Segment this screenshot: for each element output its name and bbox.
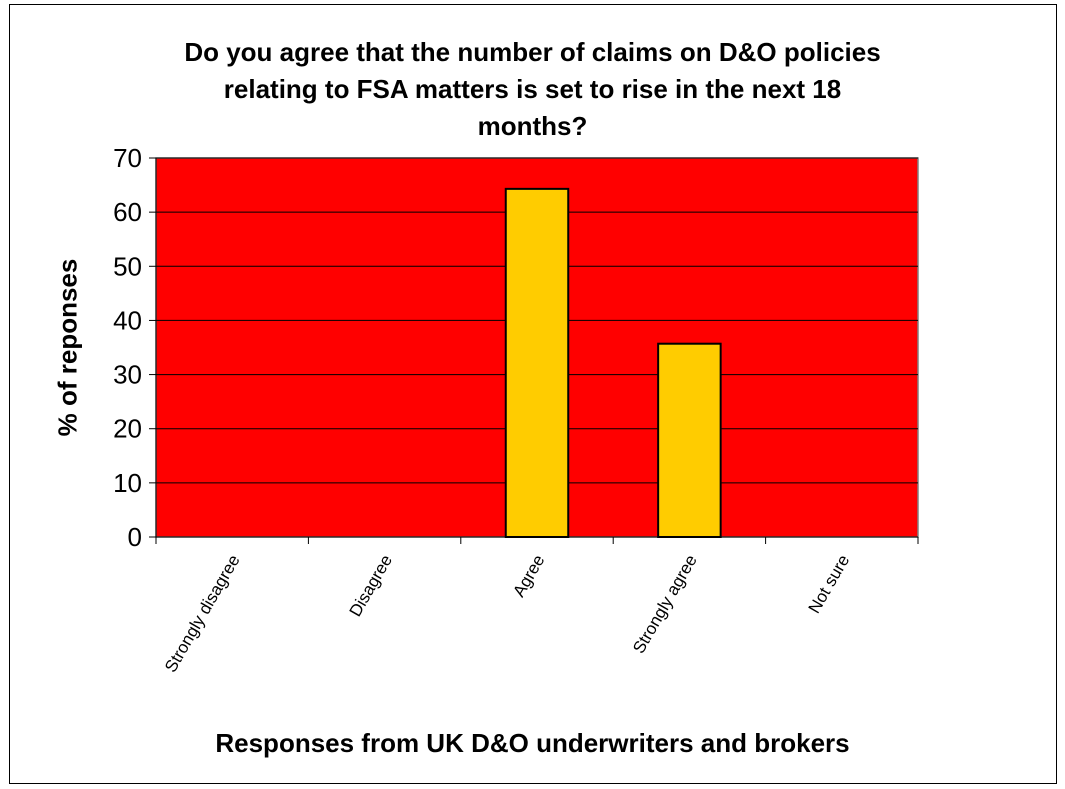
x-tick-label: Not sure xyxy=(805,552,854,617)
y-axis-label: % of reponses xyxy=(52,258,83,437)
x-tick-label: Agree xyxy=(509,552,548,601)
bar-strongly-agree xyxy=(657,342,722,538)
y-tick-label: 20 xyxy=(113,414,142,444)
y-tick-label: 30 xyxy=(113,360,142,390)
chart-title-line-1: Do you agree that the number of claims o… xyxy=(184,37,881,67)
bar-agree xyxy=(504,187,570,539)
y-tick-label: 70 xyxy=(113,143,142,173)
chart-title-line-2: relating to FSA matters is set to rise i… xyxy=(223,74,842,104)
y-tick-label: 50 xyxy=(113,251,142,281)
y-tick-label: 60 xyxy=(113,197,142,227)
x-tick-label: Disagree xyxy=(346,552,396,620)
x-tick-label: Strongly disagree xyxy=(161,552,244,676)
chart-title-line-3: months? xyxy=(477,111,588,141)
x-tick-label: Strongly agree xyxy=(629,552,701,657)
y-tick-label: 10 xyxy=(113,468,142,498)
y-tick-label: 40 xyxy=(113,305,142,335)
chart-title: Do you agree that the number of claims o… xyxy=(0,34,1065,145)
y-tick-label: 0 xyxy=(128,522,142,552)
x-axis-label: Responses from UK D&O underwriters and b… xyxy=(215,728,850,758)
